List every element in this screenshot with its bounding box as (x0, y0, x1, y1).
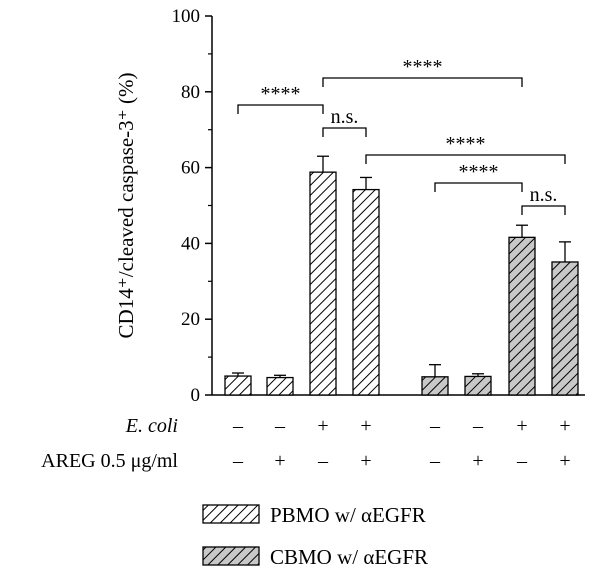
ecoli-sign: + (360, 415, 371, 437)
legend-swatch (202, 546, 260, 566)
areg-sign: – (429, 450, 441, 472)
bar (508, 236, 536, 396)
legend: PBMO w/ αEGFR CBMO w/ αEGFR (202, 503, 428, 569)
significance-brackets: **** n.s. **** **** **** n.s. (237, 56, 566, 215)
significance-label: **** (446, 133, 486, 155)
significance-bracket (322, 77, 523, 87)
areg-sign: + (274, 450, 285, 472)
y-tick-label: 40 (181, 233, 200, 254)
ecoli-sign: – (274, 415, 286, 437)
significance-bracket (521, 205, 566, 215)
bar (224, 375, 252, 396)
areg-sign: – (317, 450, 329, 472)
legend-label: PBMO w/ αEGFR (270, 503, 426, 527)
bar (352, 188, 380, 396)
y-tick-label: 60 (181, 158, 200, 179)
significance-label: **** (261, 83, 301, 105)
significance-label: n.s. (530, 184, 558, 206)
axes: 0 20 40 60 80 100 CD14⁺/cleaved caspase-3⁺ (%) (114, 6, 585, 406)
bars (224, 155, 579, 396)
legend-label: CBMO w/ αEGFR (270, 545, 428, 569)
y-tick-label: 20 (181, 309, 200, 330)
y-tick-label: 0 (191, 385, 201, 406)
y-tick-label: 100 (172, 6, 201, 27)
bar (309, 171, 337, 396)
significance-bracket (322, 127, 367, 137)
bar (421, 376, 449, 396)
bar (551, 261, 579, 396)
ecoli-sign: + (559, 415, 570, 437)
condition-table: E. coli AREG 0.5 μg/ml – – + + – – + + – + – + – + – + (41, 415, 570, 472)
ecoli-sign: – (429, 415, 441, 437)
ecoli-sign: – (472, 415, 484, 437)
significance-label: **** (403, 56, 443, 78)
ecoli-sign: + (516, 415, 527, 437)
areg-sign: + (472, 450, 483, 472)
bar (266, 376, 294, 396)
areg-sign: + (559, 450, 570, 472)
significance-bracket (365, 154, 566, 164)
y-axis-label: CD14⁺/cleaved caspase-3⁺ (%) (114, 73, 138, 339)
ecoli-sign: – (232, 415, 244, 437)
ecoli-sign: + (317, 415, 328, 437)
row-label-ecoli: E. coli (125, 415, 178, 437)
areg-sign: + (360, 450, 371, 472)
y-tick-label: 80 (181, 82, 200, 103)
significance-bracket (434, 182, 523, 192)
significance-bracket (237, 104, 324, 114)
row-label-areg: AREG 0.5 μg/ml (41, 450, 178, 472)
areg-sign: – (516, 450, 528, 472)
legend-swatch (202, 504, 260, 524)
bar (464, 375, 492, 396)
significance-label: n.s. (331, 106, 359, 128)
areg-sign: – (232, 450, 244, 472)
significance-label: **** (459, 161, 499, 183)
